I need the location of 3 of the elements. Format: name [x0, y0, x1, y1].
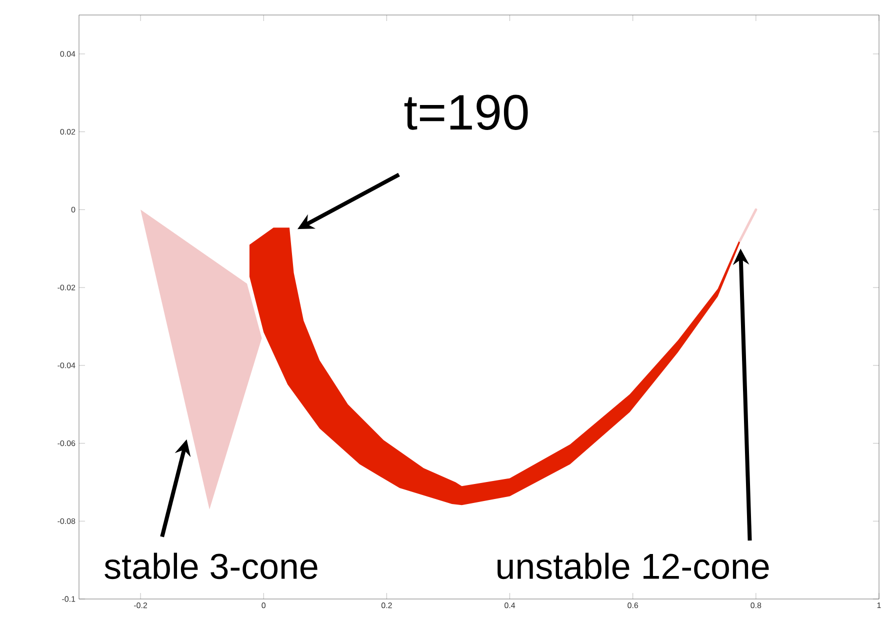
annotation: unstable 12-cone: [498, 552, 769, 580]
annotation: t=190: [404, 94, 528, 130]
annotation: stable 3-cone: [104, 552, 318, 580]
